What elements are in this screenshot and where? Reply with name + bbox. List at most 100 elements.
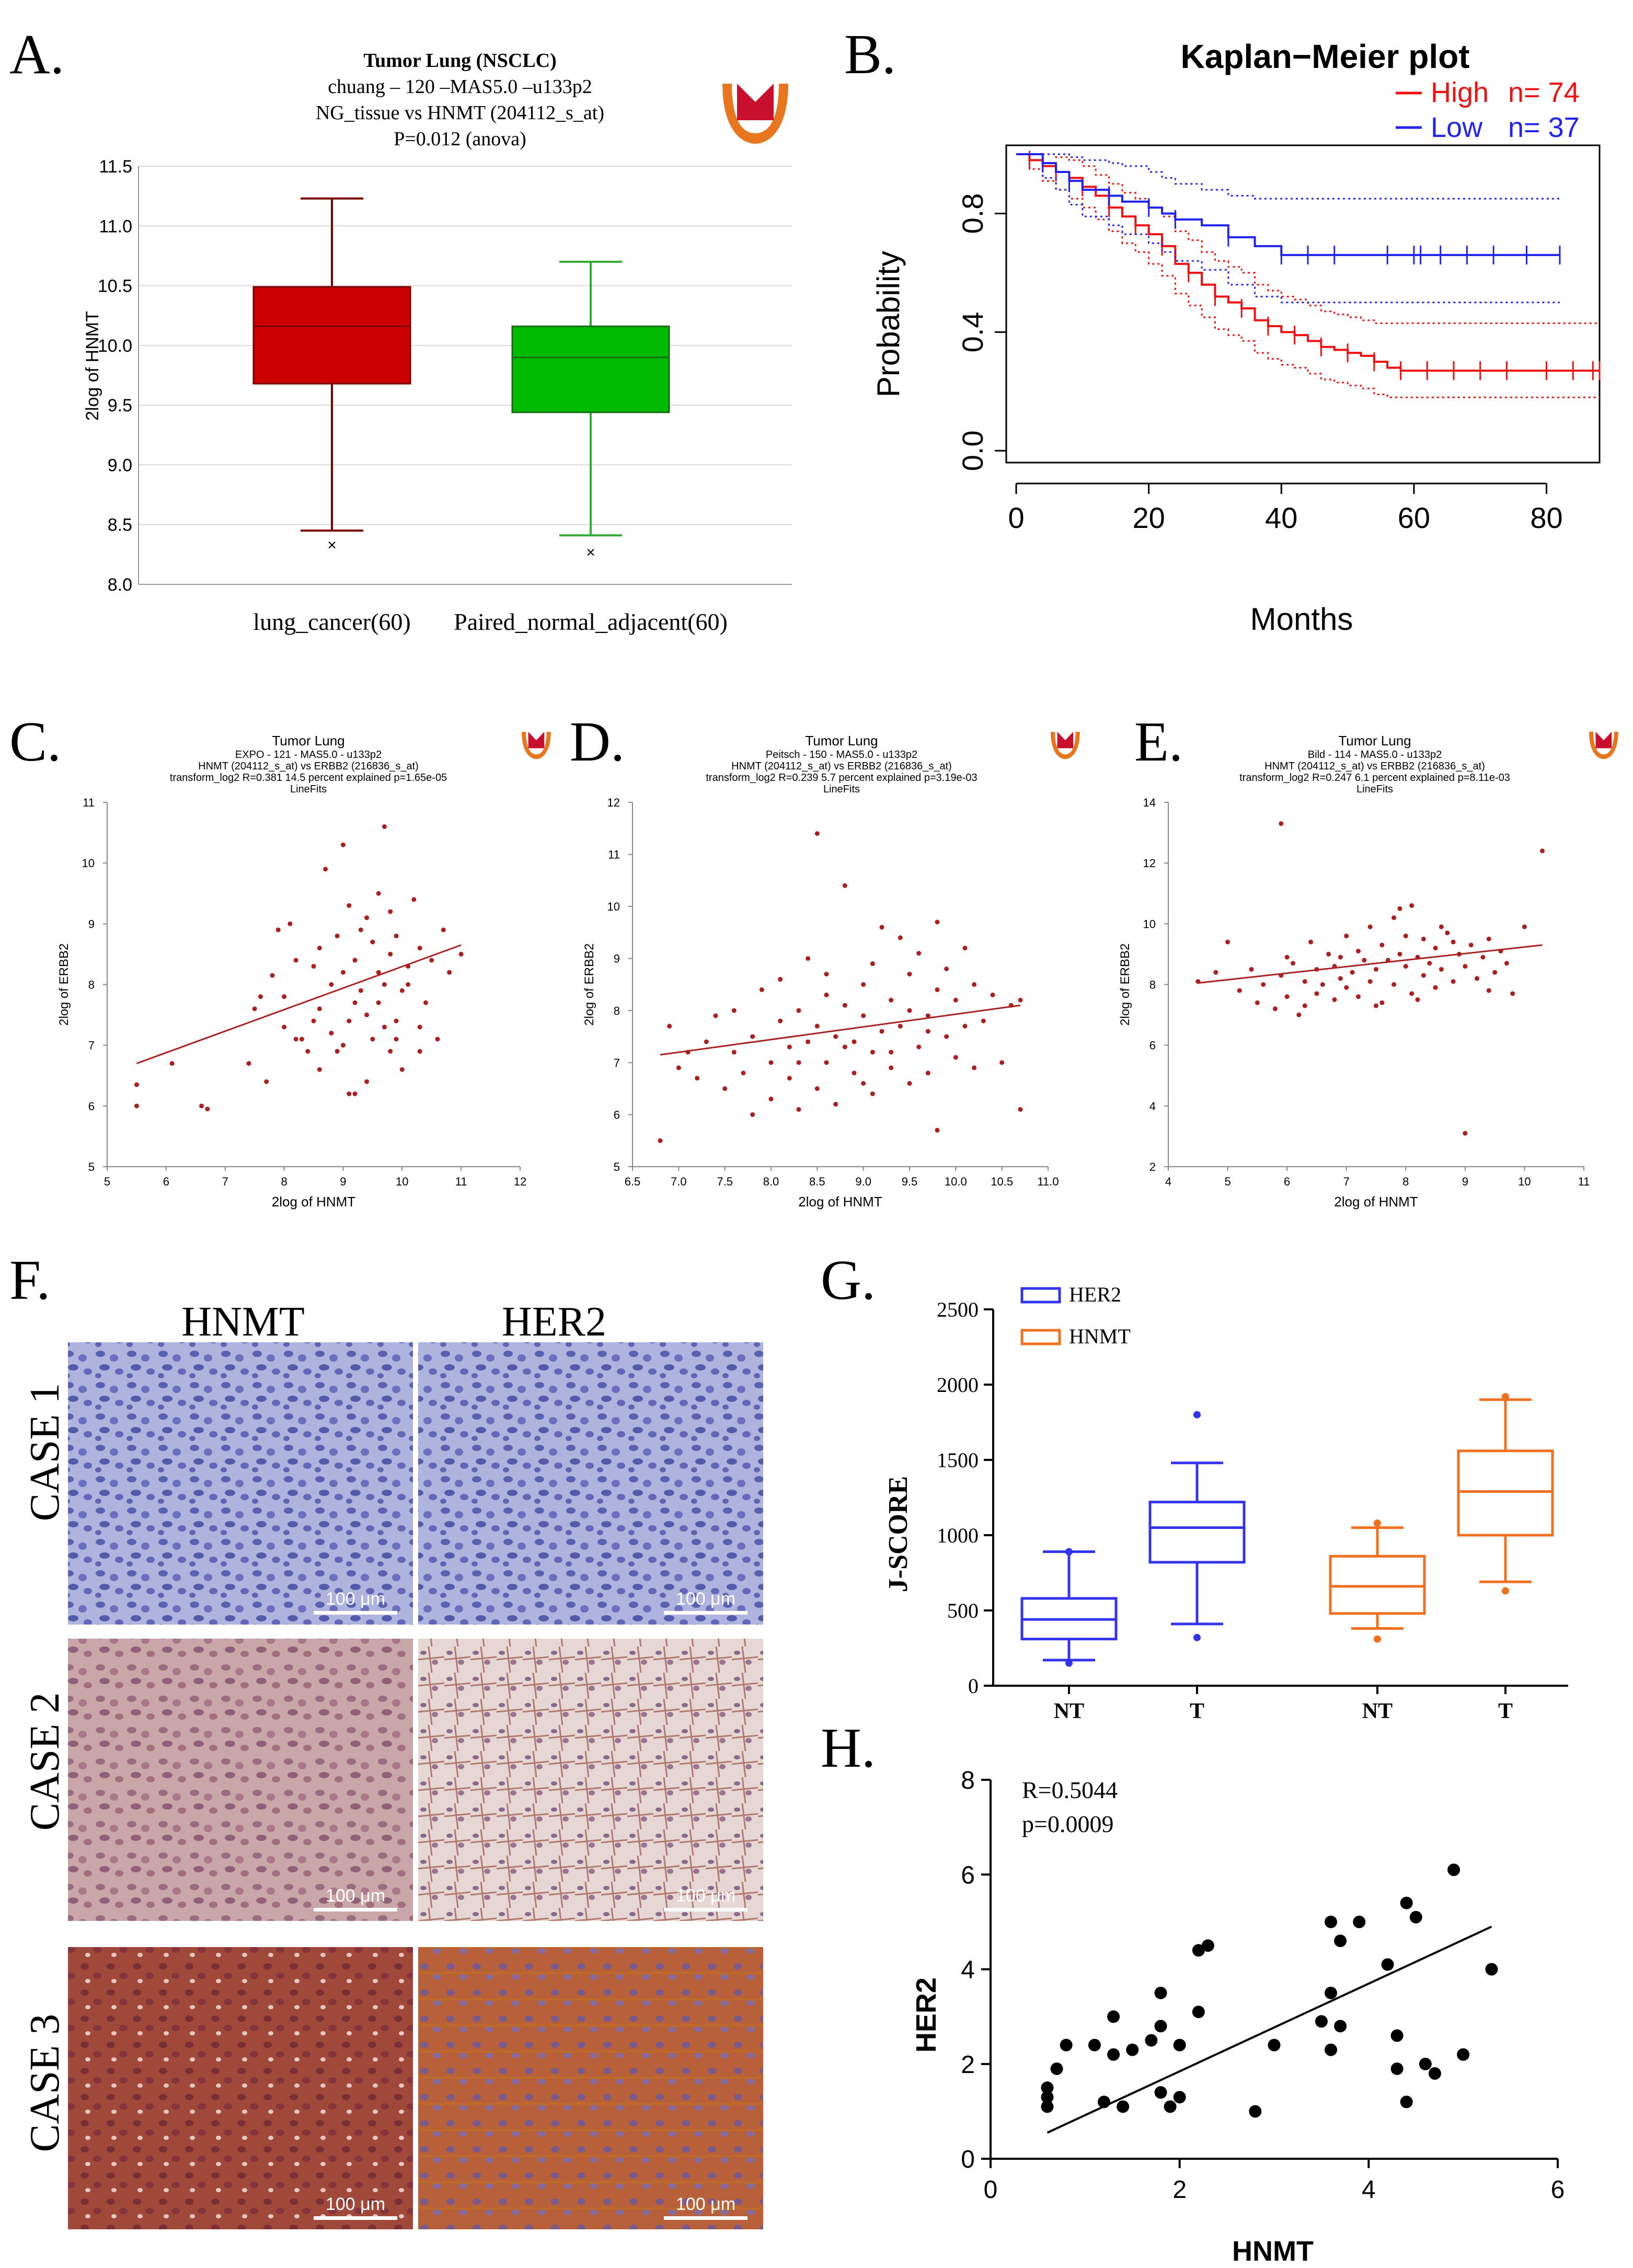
scatter-point [1291, 961, 1295, 966]
scatter-point [335, 1049, 340, 1054]
fit-line [1198, 944, 1543, 984]
scatter-point [944, 966, 949, 972]
scatter-point [1173, 2039, 1186, 2052]
scale-bar-label: 100 μm [676, 2194, 735, 2214]
scale-bar [664, 1908, 748, 1912]
scatter-point [288, 921, 293, 926]
scatter-point [870, 961, 875, 966]
scatter-point [1164, 2100, 1177, 2113]
x-tick-label: 6 [1284, 1175, 1290, 1188]
scatter-point [842, 883, 847, 888]
ihc-case3-her2 [418, 1947, 763, 2229]
y-tick-label: 8 [88, 978, 95, 992]
scatter-point [1400, 2096, 1413, 2109]
scatter-point [317, 1006, 322, 1011]
scatter-point [1213, 970, 1218, 975]
scatter-point [1510, 991, 1515, 996]
y-tick-label: 0.4 [956, 312, 989, 352]
scatter-point [1344, 985, 1349, 990]
scatter-point [399, 1067, 405, 1072]
scatter-point [889, 1050, 894, 1055]
ihc-case2-hnmt [68, 1639, 413, 1921]
scale-bar-label: 100 μm [326, 2194, 385, 2214]
panel-label-a: A. [9, 24, 64, 86]
scatter-point [925, 1013, 930, 1018]
scatter-point [293, 1037, 298, 1042]
x-tick-label: 4 [1165, 1175, 1171, 1188]
scatter-point [861, 982, 866, 987]
y-tick-label: 12 [1143, 857, 1156, 870]
scatter-point [382, 824, 387, 829]
outlier [1502, 1587, 1509, 1595]
y-tick-label: 2 [1149, 1160, 1156, 1173]
scatter-subtitle: transform_log2 R=0.247 6.1 percent expla… [1239, 772, 1510, 784]
scale-bar [664, 2216, 748, 2220]
scale-bar [314, 1611, 397, 1615]
outlier: × [327, 537, 337, 554]
scatter-point [417, 1049, 422, 1054]
ci-lower-low [1016, 153, 1560, 304]
x-tick-label: 12 [514, 1175, 526, 1188]
scatter-point [1492, 970, 1498, 975]
panel-a-subtitle-3: P=0.012 (anova) [394, 128, 526, 150]
box [252, 286, 411, 385]
scatter-subtitle: HNMT (204112_s_at) vs ERBB2 (216836_s_at… [1264, 761, 1485, 772]
scatter-point [1154, 2020, 1167, 2033]
ihc-case1-hnmt [68, 1342, 413, 1625]
panel-a-title: Tumor Lung (NSCLC) [363, 50, 557, 72]
x-tick-label: 2 [1172, 2176, 1187, 2204]
scatter-point [1201, 1939, 1214, 1952]
scatter-point [1439, 966, 1444, 972]
x-tick-label: 8 [1402, 1175, 1409, 1188]
y-tick-label: 11 [608, 848, 620, 861]
ihc-row-case1: CASE 1 [22, 1383, 68, 1522]
scatter-point [1427, 961, 1432, 966]
scatter-point [1433, 985, 1438, 990]
category-label: lung_cancer(60) [253, 608, 410, 635]
panel-b-kaplan-meier: Kaplan−Meier plot High n= 74 Low n= 37 0… [871, 38, 1601, 637]
x-tick-label: 8.0 [763, 1175, 779, 1188]
scatter-point [370, 939, 375, 945]
scatter-point [311, 1018, 316, 1023]
logo-icon [522, 732, 551, 759]
scatter-point [999, 1060, 1005, 1065]
x-tick-label: 10.0 [945, 1175, 967, 1188]
x-tick-label: 5 [1224, 1175, 1230, 1188]
outlier [1502, 1393, 1509, 1401]
category-label: Paired_normal_adjacent(60) [454, 608, 728, 635]
scatter-point [1154, 2086, 1167, 2099]
x-tick-label: 0 [1008, 501, 1024, 534]
scatter-point [750, 1112, 755, 1117]
scatter-point [1485, 1963, 1498, 1976]
x-tick-label: 6.5 [625, 1175, 641, 1188]
panel-a-subtitle-1: chuang – 120 –MAS5.0 –u133p2 [328, 76, 592, 98]
scatter-subtitle: LineFits [1356, 784, 1393, 795]
scatter-point [1540, 848, 1545, 854]
scatter-point [1296, 1012, 1302, 1018]
panel-b-title: Kaplan−Meier plot [1181, 38, 1470, 75]
x-tick-label: 0 [984, 2176, 998, 2204]
scatter-title: Tumor Lung [1338, 733, 1411, 749]
panel-b-ylabel: Probability [871, 251, 906, 397]
scatter-point [1338, 976, 1343, 981]
panel-a-subtitle-2: NG_tissue vs HNMT (204112_s_at) [316, 102, 604, 124]
scatter-point [935, 919, 940, 925]
scatter-point [916, 1044, 922, 1050]
scatter-subtitle: Bild - 114 - MAS5.0 - u133p2 [1308, 749, 1442, 761]
scatter-point [1419, 2057, 1432, 2070]
scatter-point [376, 970, 381, 975]
scatter-point [1392, 982, 1397, 987]
y-tick-label: 11.5 [99, 157, 132, 177]
scatter-point [907, 972, 912, 977]
x-tick-label: 9.5 [902, 1175, 918, 1188]
scatter-point [1018, 1107, 1023, 1112]
scatter-point [370, 1037, 375, 1042]
y-tick-label: 6 [961, 1861, 975, 1889]
y-tick-label: 9 [88, 917, 95, 930]
scatter-point [1268, 2039, 1281, 2052]
ihc-col-her2: HER2 [502, 1299, 606, 1345]
scatter-subtitle: LineFits [290, 784, 327, 795]
x-tick-label: 5 [104, 1175, 110, 1188]
